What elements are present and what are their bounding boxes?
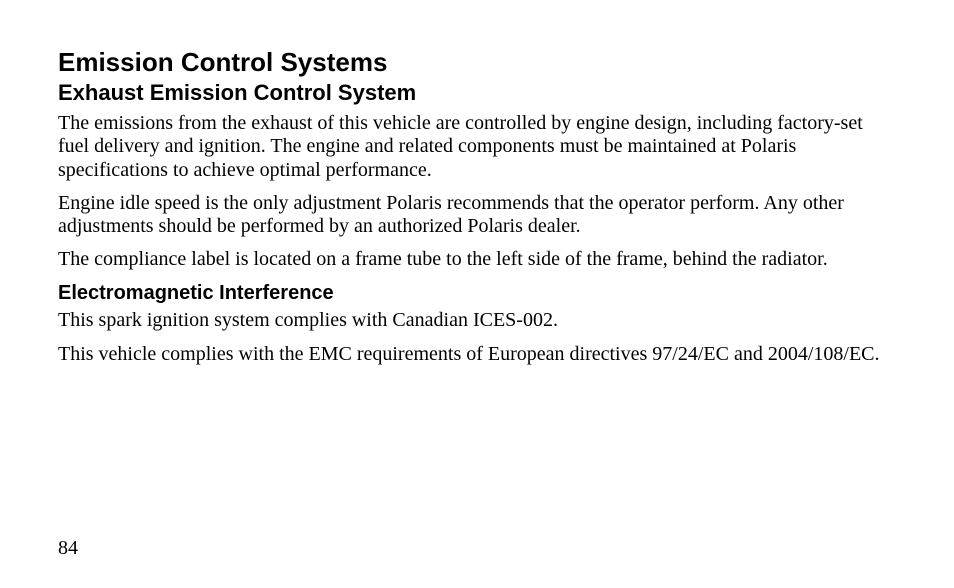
heading-exhaust-emission-control-system: Exhaust Emission Control System <box>58 80 896 106</box>
paragraph-compliance-label: The compliance label is located on a fra… <box>58 248 896 271</box>
page-number: 84 <box>58 537 78 560</box>
paragraph-idle-speed: Engine idle speed is the only adjustment… <box>58 192 896 238</box>
paragraph-ices: This spark ignition system complies with… <box>58 309 896 332</box>
paragraph-exhaust-intro: The emissions from the exhaust of this v… <box>58 112 896 182</box>
heading-emission-control-systems: Emission Control Systems <box>58 48 896 78</box>
document-page: Emission Control Systems Exhaust Emissio… <box>0 0 954 588</box>
paragraph-emc: This vehicle complies with the EMC requi… <box>58 343 896 366</box>
heading-electromagnetic-interference: Electromagnetic Interference <box>58 281 896 305</box>
